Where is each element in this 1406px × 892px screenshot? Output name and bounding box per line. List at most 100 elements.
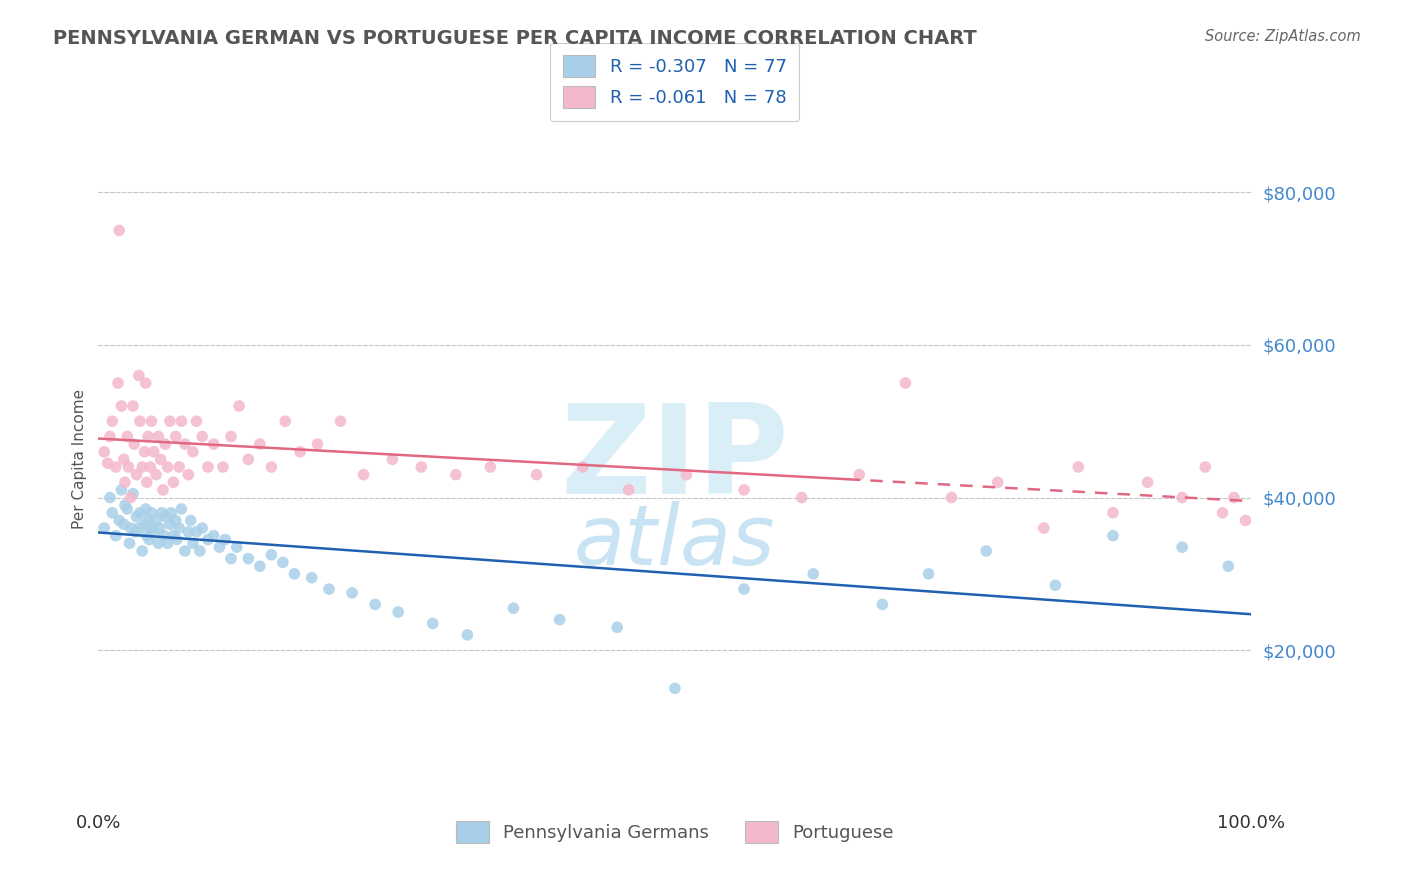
Point	[120, 521, 142, 535]
Point	[186, 414, 208, 428]
Point	[156, 460, 179, 475]
Text: atlas: atlas	[574, 501, 776, 582]
Point	[238, 452, 260, 467]
Legend: Pennsylvania Germans, Portuguese: Pennsylvania Germans, Portuguese	[447, 812, 903, 852]
Point	[155, 509, 177, 524]
Point	[101, 506, 124, 520]
Point	[149, 452, 172, 467]
Point	[128, 521, 150, 535]
Point	[145, 513, 167, 527]
Point	[422, 616, 444, 631]
Point	[93, 521, 115, 535]
Point	[110, 399, 132, 413]
Point	[974, 544, 997, 558]
Point	[131, 460, 153, 475]
Point	[208, 540, 231, 554]
Point	[271, 555, 294, 570]
Point	[136, 429, 159, 443]
Point	[479, 460, 502, 475]
Point	[104, 460, 127, 475]
Point	[411, 460, 433, 475]
Point	[98, 491, 121, 505]
Point	[444, 467, 467, 482]
Point	[274, 414, 297, 428]
Text: ZIP: ZIP	[561, 399, 789, 520]
Point	[167, 521, 190, 535]
Point	[135, 376, 157, 390]
Point	[381, 452, 404, 467]
Point	[1218, 559, 1240, 574]
Point	[107, 376, 129, 390]
Point	[364, 598, 387, 612]
Point	[131, 544, 153, 558]
Point	[134, 517, 156, 532]
Point	[122, 487, 145, 501]
Point	[142, 444, 165, 458]
Point	[1136, 475, 1159, 490]
Point	[987, 475, 1010, 490]
Point	[301, 571, 323, 585]
Point	[152, 483, 174, 497]
Point	[155, 437, 177, 451]
Point	[548, 613, 571, 627]
Point	[120, 491, 142, 505]
Point	[135, 502, 157, 516]
Point	[136, 513, 159, 527]
Point	[124, 524, 146, 539]
Point	[675, 467, 697, 482]
Point	[191, 429, 214, 443]
Text: Source: ZipAtlas.com: Source: ZipAtlas.com	[1205, 29, 1361, 44]
Point	[228, 399, 250, 413]
Point	[118, 536, 141, 550]
Point	[1223, 491, 1246, 505]
Point	[177, 524, 200, 539]
Point	[249, 559, 271, 574]
Point	[1045, 578, 1067, 592]
Point	[872, 598, 894, 612]
Point	[214, 533, 236, 547]
Point	[117, 460, 139, 475]
Point	[108, 223, 131, 237]
Point	[212, 460, 235, 475]
Point	[1067, 460, 1090, 475]
Point	[160, 506, 183, 520]
Point	[1212, 506, 1234, 520]
Point	[153, 529, 176, 543]
Point	[134, 444, 156, 458]
Point	[1102, 506, 1125, 520]
Point	[159, 517, 181, 532]
Point	[186, 524, 208, 539]
Point	[98, 429, 121, 443]
Point	[329, 414, 352, 428]
Point	[526, 467, 548, 482]
Point	[260, 460, 283, 475]
Point	[1171, 540, 1194, 554]
Point	[353, 467, 375, 482]
Point	[150, 506, 173, 520]
Point	[181, 536, 204, 550]
Point	[122, 437, 145, 451]
Point	[387, 605, 409, 619]
Point	[502, 601, 524, 615]
Point	[165, 513, 187, 527]
Point	[290, 444, 312, 458]
Point	[219, 551, 242, 566]
Point	[162, 475, 184, 490]
Point	[159, 414, 181, 428]
Point	[117, 429, 139, 443]
Point	[606, 620, 628, 634]
Point	[733, 582, 755, 596]
Point	[148, 536, 170, 550]
Point	[219, 429, 242, 443]
Point	[456, 628, 478, 642]
Point	[790, 491, 813, 505]
Point	[202, 437, 225, 451]
Point	[1032, 521, 1054, 535]
Point	[181, 444, 204, 458]
Point	[138, 533, 160, 547]
Point	[112, 452, 135, 467]
Point	[1194, 460, 1216, 475]
Point	[122, 399, 145, 413]
Point	[97, 456, 120, 470]
Point	[260, 548, 283, 562]
